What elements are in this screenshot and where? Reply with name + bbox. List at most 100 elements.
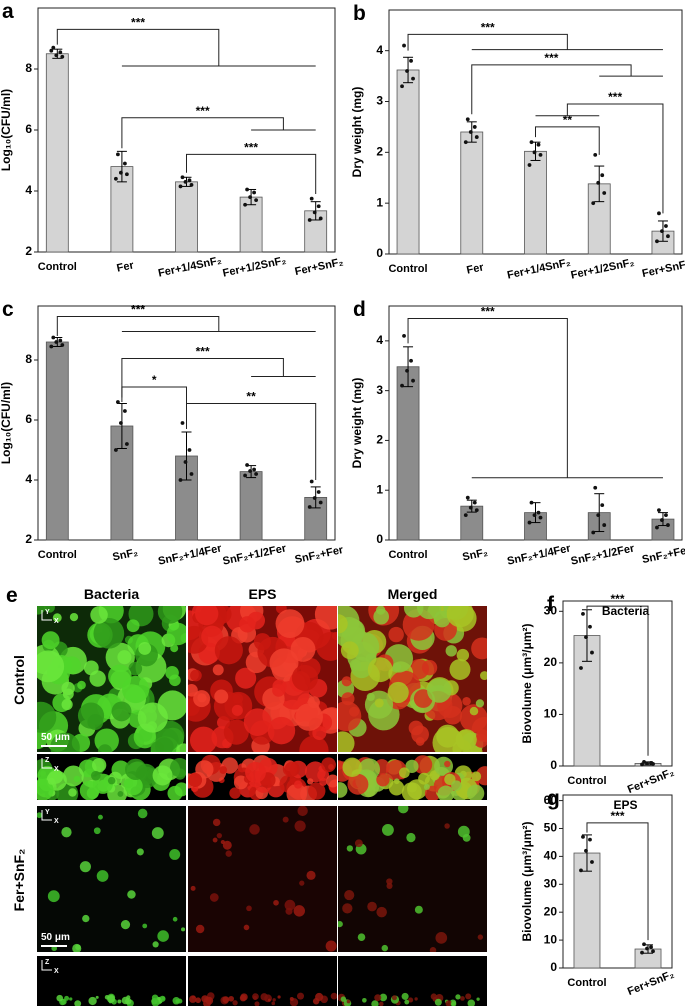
y-axis-label: Dry weight (mg)	[350, 87, 364, 178]
cell-cluster	[381, 823, 394, 836]
cell-cluster	[56, 994, 63, 1002]
cell-cluster	[444, 823, 450, 829]
significance-label: ***	[610, 592, 624, 606]
cell-cluster	[290, 636, 316, 662]
error-bar	[581, 834, 592, 872]
y-tick-label: 60	[544, 793, 558, 807]
data-point	[538, 515, 543, 520]
y-tick-label: 10	[544, 707, 558, 721]
cell-cluster	[456, 648, 470, 662]
data-point	[666, 523, 670, 527]
axis-icon-label: Y	[45, 609, 50, 616]
x-tick-label: SnF₂+Fer	[294, 544, 345, 566]
cell-cluster	[338, 731, 355, 752]
cell-cluster	[432, 727, 464, 752]
error-bar	[116, 150, 127, 183]
cell-cluster	[124, 777, 143, 796]
data-point	[590, 860, 594, 864]
plot-frame	[562, 794, 673, 969]
cell-cluster	[212, 837, 218, 843]
column-label: Merged	[388, 586, 438, 602]
data-point	[54, 340, 59, 344]
cell-cluster	[252, 993, 259, 1000]
axis-icon-label: X	[54, 968, 59, 975]
data-point	[116, 400, 120, 404]
data-point	[183, 179, 188, 184]
data-point	[60, 54, 65, 59]
cell-cluster	[386, 882, 393, 889]
data-point	[579, 666, 583, 670]
cell-cluster	[97, 814, 103, 820]
cell-cluster	[189, 726, 218, 752]
bracket	[56, 28, 220, 66]
cell-cluster	[401, 782, 422, 800]
cell-cluster	[69, 997, 73, 1001]
cell-cluster	[122, 675, 150, 704]
cell-cluster	[69, 612, 79, 622]
x-tick-label: Control	[388, 263, 427, 275]
cell-cluster	[72, 943, 82, 952]
cell-cluster	[459, 704, 487, 733]
x-tick-label: Control	[567, 977, 606, 989]
data-point	[119, 170, 123, 175]
chart-title: EPS	[613, 798, 637, 812]
data-point	[58, 338, 63, 343]
cell-cluster	[346, 845, 354, 852]
cell-cluster	[326, 774, 337, 788]
x-tick-label: Fer+SnF₂	[626, 766, 676, 796]
data-point	[316, 490, 321, 494]
x-tick-label: Control	[38, 549, 77, 561]
cell-cluster	[79, 780, 100, 800]
cell-cluster	[170, 644, 179, 653]
data-point	[591, 530, 596, 535]
cell-cluster	[243, 708, 272, 736]
cell-cluster	[340, 996, 347, 1002]
cell-cluster	[273, 899, 279, 906]
data-point	[405, 69, 409, 73]
micrograph-content	[338, 806, 487, 952]
cell-cluster	[294, 820, 306, 832]
cell-cluster	[275, 609, 305, 639]
cell-cluster	[63, 656, 81, 674]
y-tick-label: 6	[25, 122, 32, 136]
data-point	[114, 448, 118, 452]
cell-cluster	[209, 893, 219, 902]
data-point	[51, 335, 56, 340]
data-point	[581, 834, 585, 839]
data-point	[584, 848, 588, 853]
cell-cluster	[386, 878, 393, 885]
cell-cluster	[295, 703, 323, 731]
y-tick-label: 0	[550, 758, 557, 772]
y-axis-label: Log₁₀(CFU/ml)	[0, 382, 13, 464]
y-tick-label: 2	[376, 145, 383, 159]
y-tick-label: 8	[25, 61, 32, 75]
data-point	[58, 50, 63, 55]
error-bar	[403, 346, 414, 388]
y-tick-label: 4	[376, 333, 383, 347]
data-point	[657, 211, 661, 216]
cell-cluster	[342, 903, 353, 914]
cell-cluster	[166, 622, 186, 646]
cell-cluster	[170, 758, 186, 778]
cell-cluster	[338, 920, 343, 928]
bracket	[586, 822, 649, 941]
data-point	[527, 520, 532, 525]
cell-cluster	[391, 995, 397, 1001]
data-point	[640, 762, 644, 767]
cell-cluster	[62, 688, 74, 700]
cell-cluster	[73, 775, 81, 783]
cell-cluster	[37, 812, 43, 819]
data-point	[60, 343, 65, 347]
y-axis-label: Biovolume (μm³/μm²)	[520, 821, 534, 941]
cell-cluster	[414, 997, 418, 1001]
cell-cluster	[117, 999, 122, 1004]
cell-cluster	[462, 697, 471, 706]
cell-cluster	[189, 995, 197, 1003]
data-point	[640, 950, 644, 955]
panel-label: e	[6, 584, 18, 607]
data-point	[645, 946, 649, 951]
axis-icon	[41, 758, 52, 769]
data-point	[254, 472, 258, 476]
cell-cluster	[449, 658, 471, 680]
data-point	[409, 358, 413, 363]
